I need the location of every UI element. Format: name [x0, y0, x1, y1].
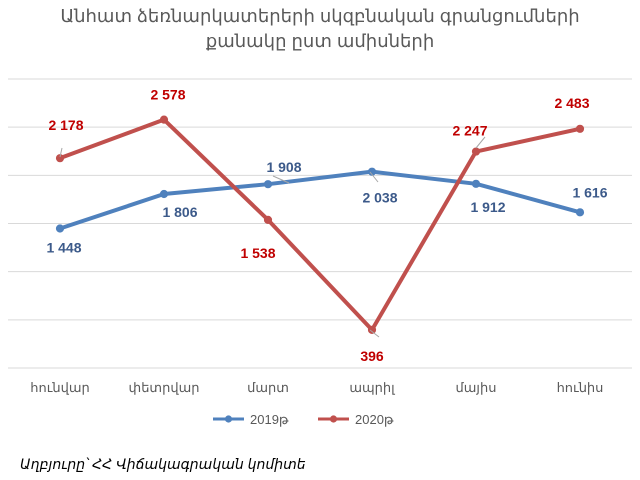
- data-label: 2 578: [150, 87, 185, 103]
- x-tick-label: մարտ: [247, 380, 289, 395]
- legend-label: 2019թ: [250, 412, 289, 427]
- data-label: 2 483: [554, 95, 589, 111]
- leader-line: [369, 329, 380, 338]
- data-label: 2 247: [452, 123, 487, 139]
- data-point: [55, 224, 65, 233]
- data-point: [159, 115, 169, 124]
- x-tick-label: ապրիլ: [349, 380, 395, 395]
- leader-line: [369, 171, 379, 183]
- data-label: 396: [360, 348, 384, 364]
- chart-title-line-2: քանակը ըստ ամիսների: [205, 31, 435, 51]
- data-point: [263, 180, 273, 189]
- data-point: [575, 124, 585, 133]
- source-note: Աղբյուրը՝ ՀՀ Վիճակագրական կոմիտե: [20, 456, 306, 472]
- data-point: [263, 215, 273, 224]
- data-point: [367, 325, 377, 334]
- series-line-2020թ: [58, 117, 582, 332]
- data-label: 1 912: [470, 199, 505, 215]
- data-label: 1 538: [240, 245, 275, 261]
- data-label: 1 448: [46, 240, 81, 256]
- leader-line: [272, 175, 290, 184]
- legend-swatch-marker: [224, 415, 233, 423]
- leader-line: [475, 136, 486, 149]
- data-label: 2 178: [48, 117, 83, 133]
- data-point: [471, 147, 481, 156]
- data-point: [55, 154, 65, 163]
- data-label: 1 616: [572, 184, 607, 200]
- chart-title: Անհատ ձեռնարկատերերի սկզբնական գրանցումն…: [0, 4, 640, 54]
- data-label: 1 806: [162, 204, 197, 220]
- x-tick-label: մայիս: [456, 380, 497, 395]
- series-line-2019թ: [58, 169, 582, 231]
- data-label: 1 908: [266, 159, 301, 175]
- x-tick-label: հունիս: [557, 380, 604, 395]
- chart-title-line-1: Անհատ ձեռնարկատերերի սկզբնական գրանցումն…: [60, 6, 580, 26]
- data-label: 2 038: [362, 190, 397, 206]
- legend-swatch-marker: [329, 415, 338, 423]
- leader-line: [59, 147, 63, 158]
- data-point: [575, 208, 585, 217]
- data-point: [471, 179, 481, 188]
- data-point: [159, 189, 169, 199]
- x-tick-label: հունվար: [30, 380, 90, 395]
- legend-label: 2020թ: [355, 412, 394, 427]
- x-tick-label: փետրվար: [129, 380, 200, 395]
